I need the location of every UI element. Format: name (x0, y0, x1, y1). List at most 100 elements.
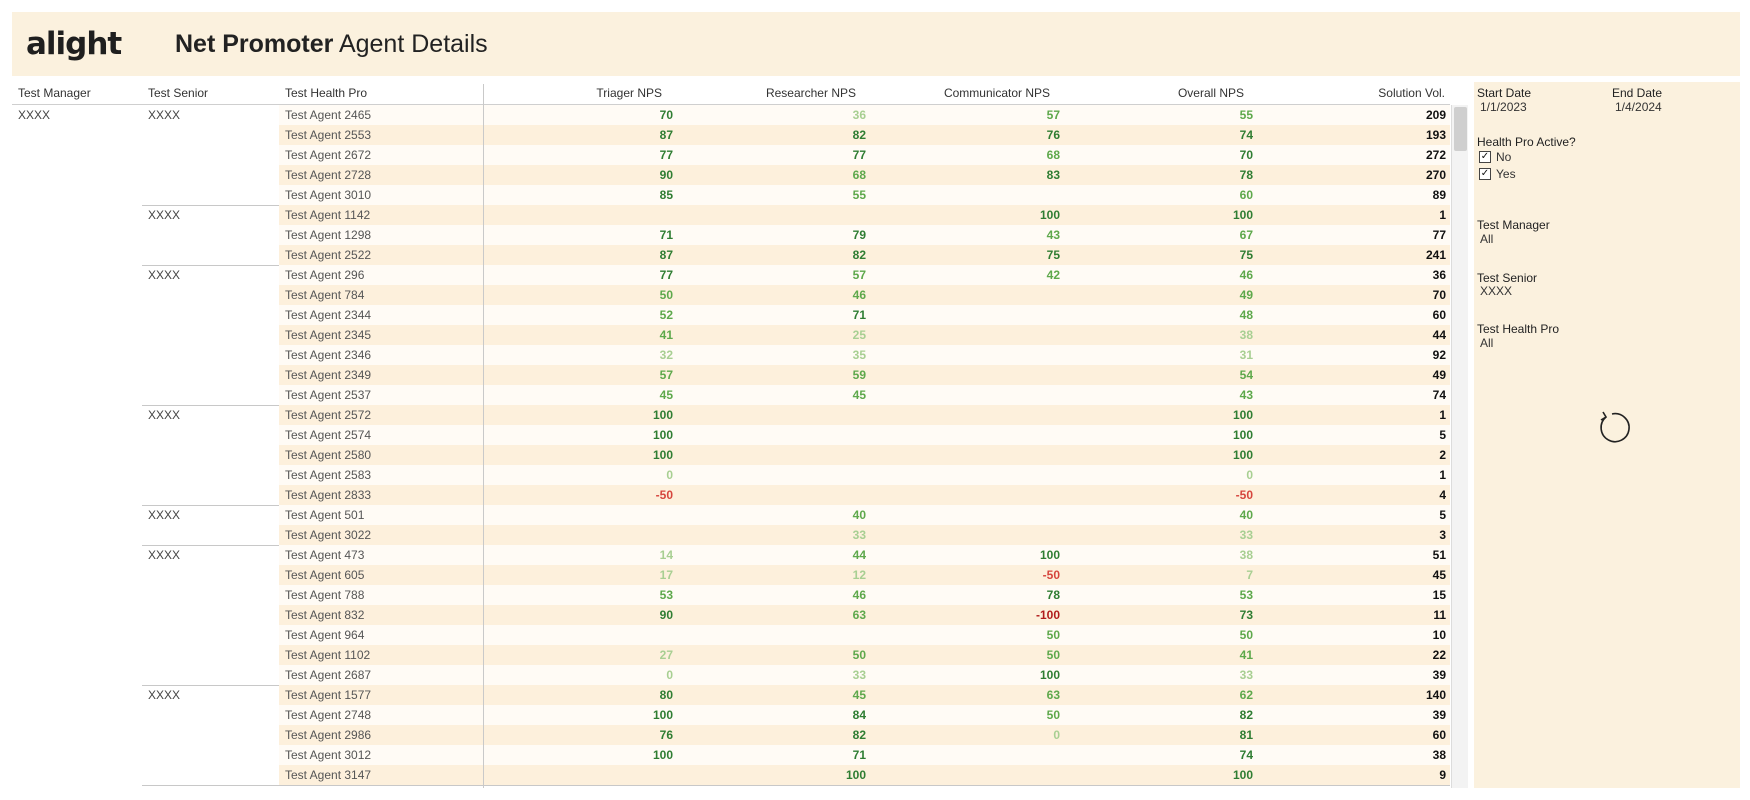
table-row[interactable]: Test Agent 2572 100 100 1 (279, 405, 1450, 425)
table-row[interactable]: Test Agent 1298 71 79 43 67 77 (279, 225, 1450, 245)
table-row[interactable]: Test Agent 2465 70 36 57 55 209 (279, 105, 1450, 125)
table-row[interactable]: Test Agent 2748 100 84 50 82 39 (279, 705, 1450, 725)
triager-value: 14 (659, 548, 673, 562)
table-row[interactable]: Test Agent 3012 100 71 74 38 (279, 745, 1450, 765)
overall-value: 50 (1239, 628, 1253, 642)
table-row[interactable]: Test Agent 2537 45 45 43 74 (279, 385, 1450, 405)
volume-value: 39 (1432, 708, 1446, 722)
table-row[interactable]: Test Agent 2522 87 82 75 75 241 (279, 245, 1450, 265)
table-row[interactable]: Test Agent 1102 27 50 50 41 22 (279, 645, 1450, 665)
researcher-value: 55 (852, 188, 866, 202)
communicator-value: 50 (1046, 708, 1060, 722)
table-row[interactable]: Test Agent 2349 57 59 54 49 (279, 365, 1450, 385)
table-row[interactable]: Test Agent 2583 0 0 1 (279, 465, 1450, 485)
volume-value: 193 (1425, 128, 1446, 142)
table-row[interactable]: Test Agent 2986 76 82 0 81 60 (279, 725, 1450, 745)
col-header-researcher[interactable]: Researcher NPS (765, 86, 856, 100)
table-row[interactable]: Test Agent 2580 100 100 2 (279, 445, 1450, 465)
table-row[interactable]: Test Agent 2728 90 68 83 78 270 (279, 165, 1450, 185)
manager-filter-select[interactable]: All (1480, 232, 1494, 246)
table-row[interactable]: Test Agent 2345 41 25 38 44 (279, 325, 1450, 345)
table-row[interactable]: Test Agent 3022 33 33 3 (279, 525, 1450, 545)
agent-name: Test Agent 788 (285, 588, 365, 602)
agent-name: Test Agent 1577 (285, 688, 372, 702)
col-header-manager[interactable]: Test Manager (18, 86, 91, 100)
table-row[interactable]: Test Agent 2346 32 35 31 92 (279, 345, 1450, 365)
triager-value: 90 (659, 608, 673, 622)
senior-filter-select[interactable]: XXXX (1480, 284, 1513, 298)
table-row[interactable]: Test Agent 2344 52 71 48 60 (279, 305, 1450, 325)
table-row[interactable]: Test Agent 473 14 44 100 38 51 (279, 545, 1450, 565)
col-header-triager[interactable]: Triager NPS (596, 86, 662, 100)
volume-value: 15 (1432, 588, 1446, 602)
overall-value: 48 (1239, 308, 1253, 322)
table-row[interactable]: Test Agent 2574 100 100 5 (279, 425, 1450, 445)
researcher-value: 40 (852, 508, 866, 522)
agent-name: Test Agent 2748 (285, 708, 372, 722)
agent-name: Test Agent 964 (285, 628, 365, 642)
volume-value: 38 (1432, 748, 1446, 762)
overall-value: 73 (1239, 608, 1253, 622)
table-row[interactable]: Test Agent 784 50 46 49 70 (279, 285, 1450, 305)
table-row[interactable]: Test Agent 296 77 57 42 46 36 (279, 265, 1450, 285)
agent-name: Test Agent 832 (285, 608, 365, 622)
triager-value: 100 (652, 448, 673, 462)
table-row[interactable]: Test Agent 788 53 46 78 53 15 (279, 585, 1450, 605)
table-row[interactable]: Test Agent 2553 87 82 76 74 193 (279, 125, 1450, 145)
triager-value: 100 (652, 748, 673, 762)
table-end-divider (142, 785, 1450, 786)
col-header-overall[interactable]: Overall NPS (1177, 86, 1244, 100)
agent-name: Test Agent 2728 (285, 168, 372, 182)
agent-name: Test Agent 296 (285, 268, 365, 282)
triager-value: 27 (659, 648, 673, 662)
overall-value: 53 (1239, 588, 1253, 602)
col-header-volume[interactable]: Solution Vol. (1378, 86, 1445, 100)
health-pro-filter-select[interactable]: All (1480, 336, 1494, 350)
reset-icon[interactable] (1592, 408, 1632, 448)
agent-table: Test Manager Test Senior Test Health Pro… (12, 82, 1468, 788)
start-date-input[interactable]: 1/1/2023 (1480, 100, 1527, 114)
checkbox-no-label: No (1496, 150, 1512, 164)
agent-name: Test Agent 2574 (285, 428, 372, 442)
researcher-value: 84 (852, 708, 866, 722)
overall-value: 100 (1232, 208, 1253, 222)
volume-value: 1 (1439, 408, 1446, 422)
table-row[interactable]: Test Agent 2833 -50 -50 4 (279, 485, 1450, 505)
table-row[interactable]: Test Agent 1142 100 100 1 (279, 205, 1450, 225)
overall-value: 62 (1239, 688, 1253, 702)
table-row[interactable]: Test Agent 1577 80 45 63 62 140 (279, 685, 1450, 705)
table-row[interactable]: Test Agent 3010 85 55 60 89 (279, 185, 1450, 205)
col-header-health-pro[interactable]: Test Health Pro (285, 86, 368, 100)
researcher-value: 46 (852, 588, 866, 602)
volume-value: 45 (1432, 568, 1446, 582)
scrollbar-thumb[interactable] (1454, 107, 1467, 151)
col-header-senior[interactable]: Test Senior (148, 86, 209, 100)
researcher-value: 79 (852, 228, 866, 242)
overall-value: 49 (1239, 288, 1253, 302)
col-header-communicator[interactable]: Communicator NPS (943, 86, 1050, 100)
dashboard-header: alight Net Promoter Agent Details (12, 12, 1740, 76)
header-divider (12, 104, 1450, 105)
communicator-value: 63 (1046, 688, 1060, 702)
researcher-value: 71 (852, 748, 866, 762)
communicator-value: 75 (1046, 248, 1060, 262)
table-row[interactable]: Test Agent 3147 100 100 9 (279, 765, 1450, 785)
table-row[interactable]: Test Agent 501 40 40 5 (279, 505, 1450, 525)
checkbox-no[interactable]: ✓ (1479, 151, 1491, 163)
table-row[interactable]: Test Agent 964 50 50 10 (279, 625, 1450, 645)
table-scrollbar[interactable] (1451, 105, 1468, 788)
table-row[interactable]: Test Agent 2672 77 77 68 70 272 (279, 145, 1450, 165)
senior-cell: XXXX (148, 408, 181, 422)
triager-value: 45 (659, 388, 673, 402)
table-row[interactable]: Test Agent 832 90 63 -100 73 11 (279, 605, 1450, 625)
checkbox-yes[interactable]: ✓ (1479, 168, 1491, 180)
active-filter-label: Health Pro Active? (1477, 135, 1576, 149)
end-date-input[interactable]: 1/4/2024 (1615, 100, 1662, 114)
table-row[interactable]: Test Agent 2687 0 33 100 33 39 (279, 665, 1450, 685)
senior-cell: XXXX (148, 688, 181, 702)
checkbox-yes-label: Yes (1496, 167, 1516, 181)
agent-name: Test Agent 2833 (285, 488, 372, 502)
table-row[interactable]: Test Agent 605 17 12 -50 7 45 (279, 565, 1450, 585)
overall-value: 40 (1239, 508, 1253, 522)
agent-name: Test Agent 2345 (285, 328, 372, 342)
